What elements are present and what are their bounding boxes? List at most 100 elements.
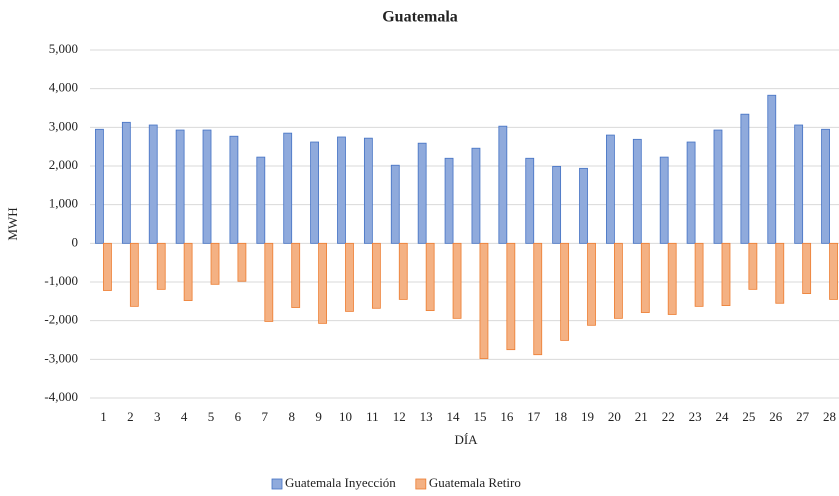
y-tick-label: -2,000 [44,312,78,327]
bar [713,129,723,244]
y-tick-label: 5,000 [49,41,78,56]
bar [471,147,481,244]
legend-label: Guatemala Inyección [285,475,396,490]
x-tick-label: 24 [715,409,729,424]
bar [632,138,642,244]
bar [525,157,535,244]
bar [498,125,508,244]
bar [721,242,731,306]
bar [775,242,785,304]
x-axis-label: DÍA [454,432,478,447]
y-tick-label: -3,000 [44,350,78,365]
bar [264,242,274,322]
x-tick-label: 20 [608,409,621,424]
bar [640,242,650,313]
x-tick-label: 17 [527,409,541,424]
bar [694,242,704,307]
legend-swatch [415,478,427,490]
x-tick-label: 28 [823,409,836,424]
x-tick-label: 13 [420,409,433,424]
bar [345,242,354,312]
x-tick-label: 23 [689,409,702,424]
x-tick-label: 27 [796,409,810,424]
bar [417,142,427,244]
legend-label: Guatemala Retiro [429,475,521,490]
y-axis-label: MWH [5,207,20,240]
x-tick-label: 15 [473,409,486,424]
bar [579,167,588,244]
bar [587,242,596,326]
bar [371,242,381,309]
x-tick-label: 6 [235,409,242,424]
bar [202,129,212,244]
bar [175,129,185,244]
y-tick-label: -1,000 [44,273,78,288]
x-tick-label: 16 [500,409,514,424]
bar [229,135,239,244]
bar [767,94,777,244]
x-tick-label: 4 [181,409,188,424]
bar [425,242,435,312]
bar [686,141,696,244]
x-tick-label: 3 [154,409,161,424]
y-tick-label: 4,000 [49,80,78,95]
bar [256,156,266,244]
bar [452,242,462,319]
bar [183,242,193,301]
bar [156,242,166,290]
bar [829,242,838,300]
bar [237,242,247,282]
x-tick-label: 10 [339,409,352,424]
y-tick-label: -4,000 [44,389,78,404]
bar [659,156,669,244]
bar [748,242,758,290]
bar [318,242,327,324]
bar [95,128,104,244]
bar [363,137,373,244]
bar [444,157,454,244]
bar [390,164,400,244]
bar [103,242,112,291]
bar [479,242,489,359]
x-tick-label: 1 [100,409,107,424]
bar [310,141,319,244]
x-tick-label: 8 [288,409,295,424]
bar [802,242,812,294]
bar [560,242,570,341]
bar [210,242,220,285]
x-tick-label: 21 [635,409,648,424]
x-tick-label: 26 [769,409,783,424]
x-tick-label: 12 [393,409,406,424]
x-tick-label: 7 [262,409,269,424]
y-tick-label: 3,000 [49,118,78,133]
y-tick-label: 2,000 [49,157,78,172]
bar [606,134,615,244]
x-tick-label: 11 [366,409,379,424]
bar [794,124,804,244]
bar [148,124,158,244]
bar [821,128,830,244]
x-tick-label: 22 [662,409,675,424]
x-tick-label: 18 [554,409,567,424]
bar [740,113,750,244]
legend-swatch [271,478,283,490]
bar [283,132,293,244]
bar [533,242,543,356]
bar [291,242,301,308]
bar [129,242,139,307]
y-tick-label: 1,000 [49,196,78,211]
bar [398,242,408,300]
x-tick-label: 9 [315,409,322,424]
x-tick-label: 25 [742,409,755,424]
bar [614,242,623,319]
x-tick-label: 19 [581,409,594,424]
bar [667,242,677,315]
bar [337,136,346,244]
x-tick-label: 2 [127,409,134,424]
bar [506,242,516,351]
x-tick-label: 5 [208,409,215,424]
bar [552,165,562,244]
chart-title: Guatemala [382,9,458,26]
bar [121,121,131,244]
